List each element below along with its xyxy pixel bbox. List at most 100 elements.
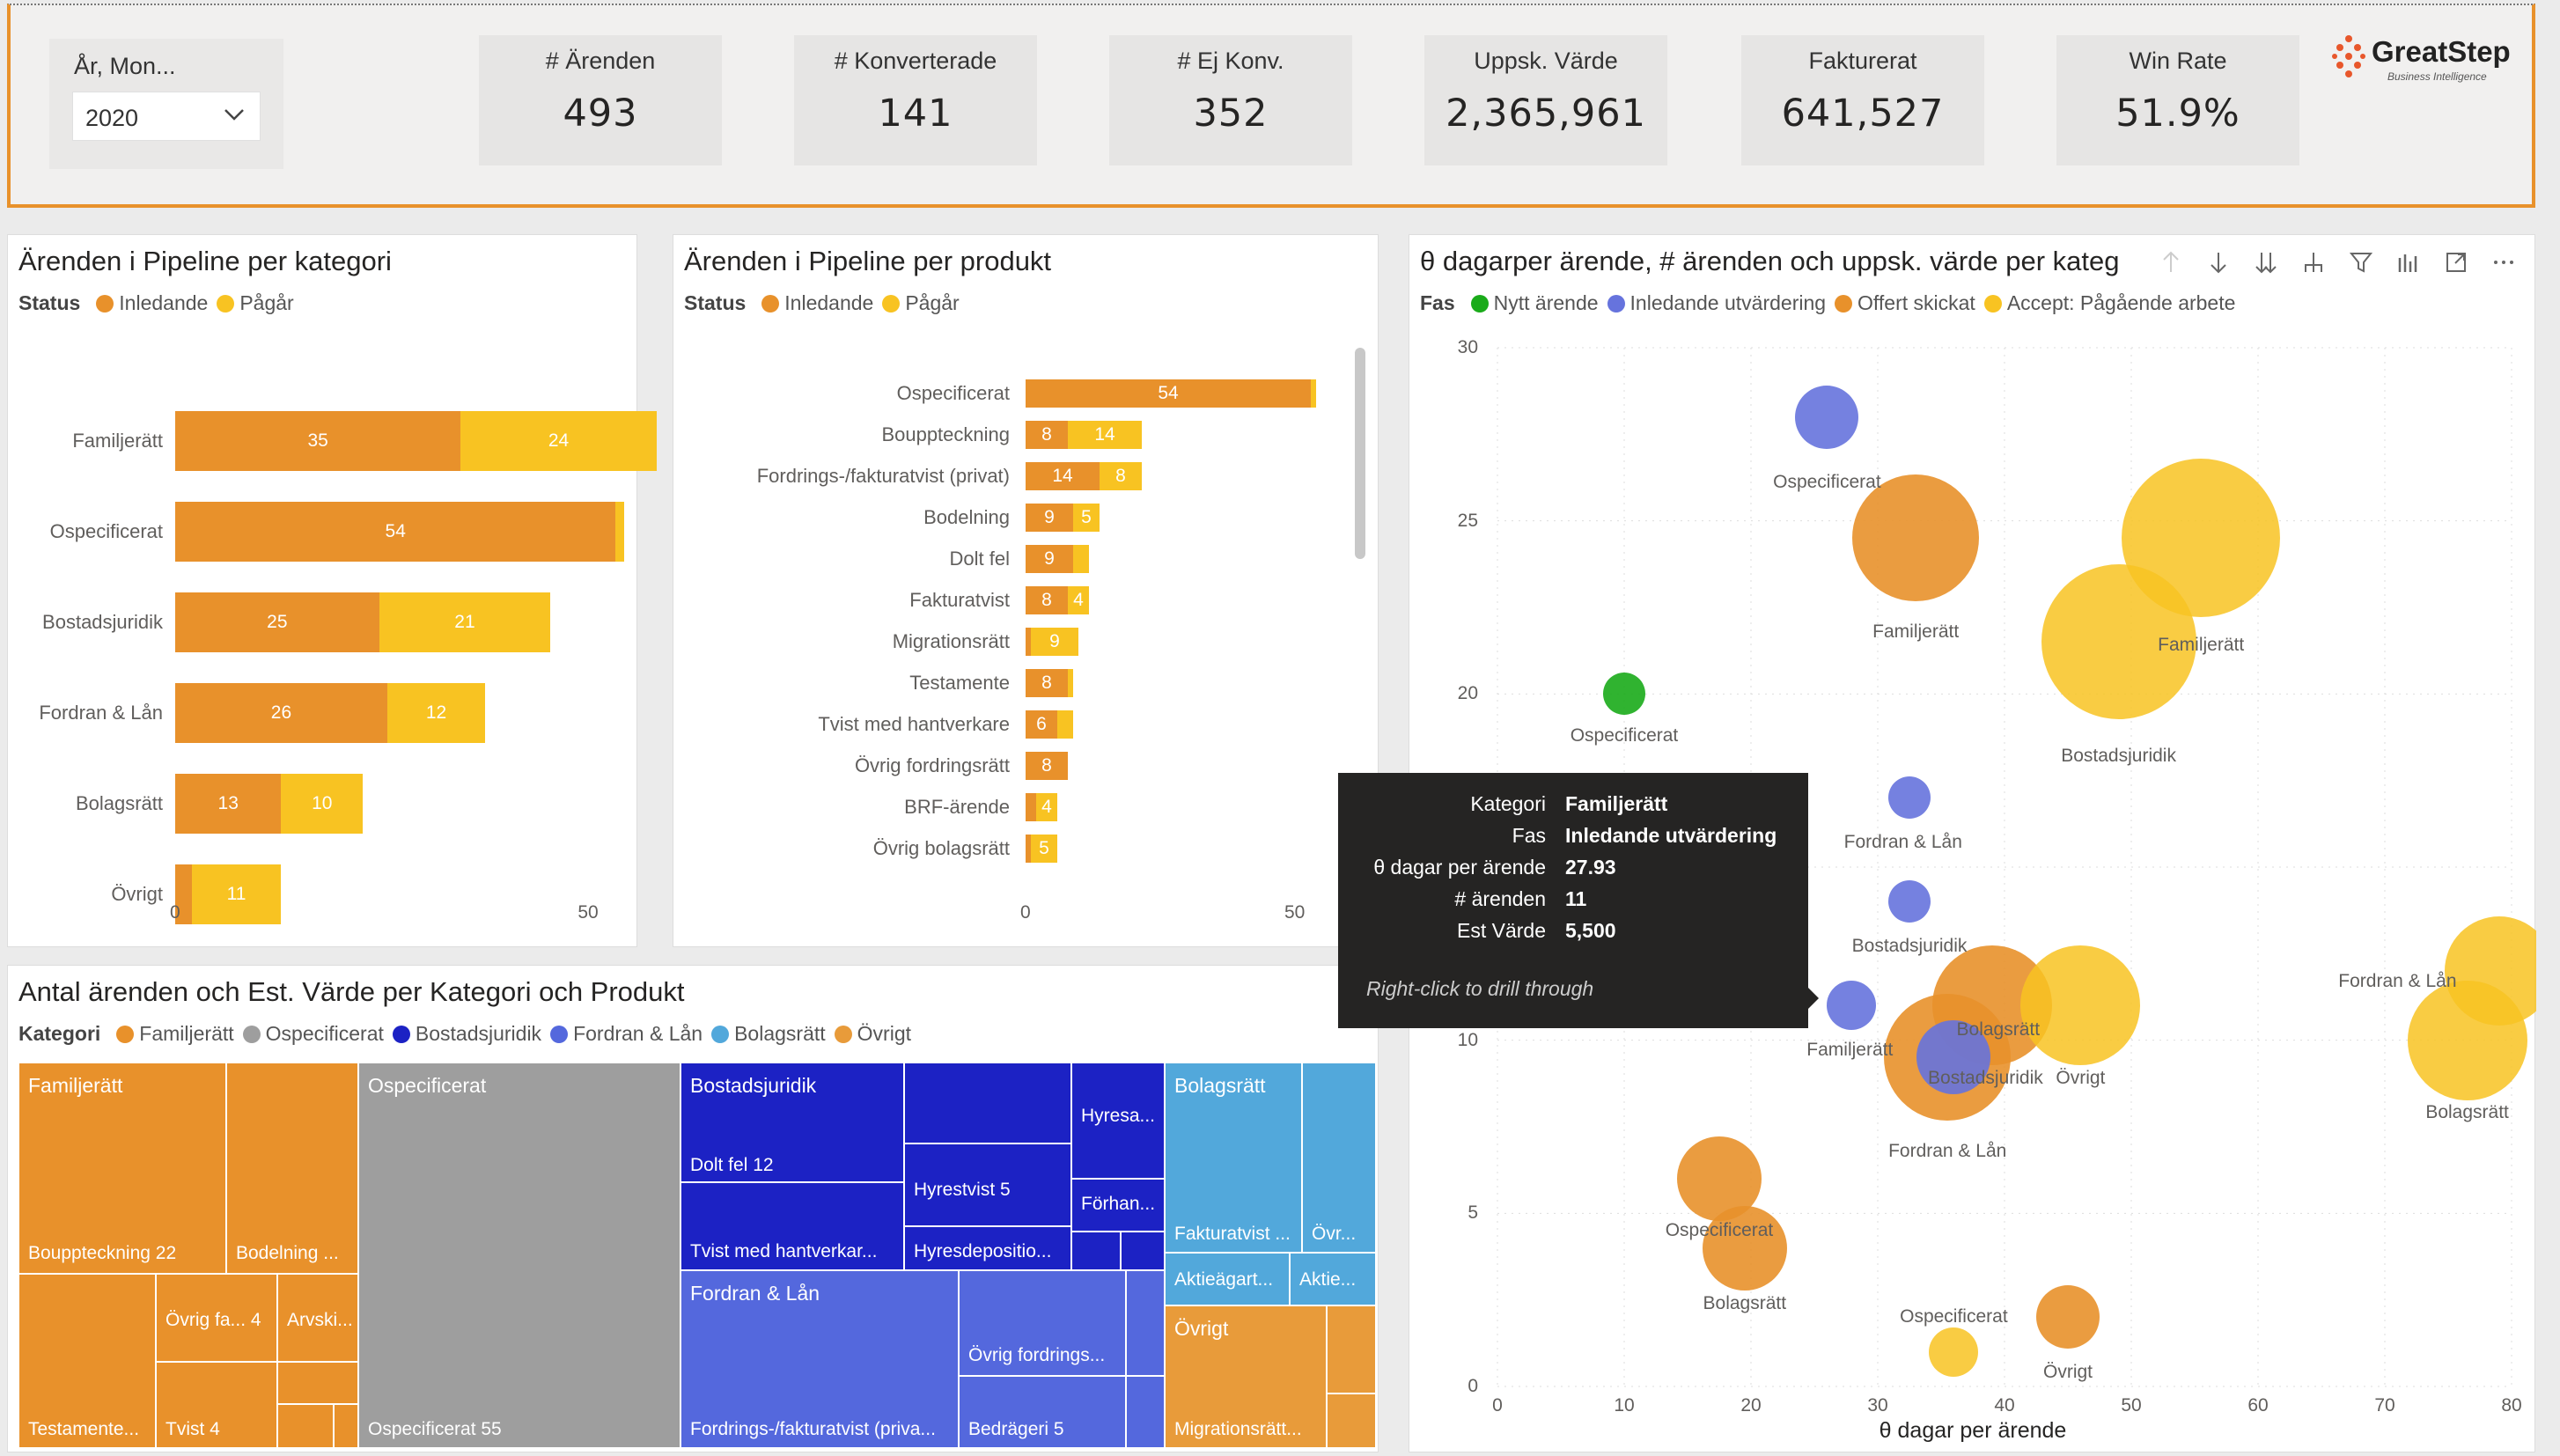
treemap-cell-bostad-small[interactable]	[904, 1063, 1071, 1143]
bar-segment[interactable]: 12	[386, 683, 486, 743]
treemap-cell-tvist[interactable]: Tvist 4	[156, 1362, 277, 1448]
legend-item-nytt-arende[interactable]: Nytt ärende	[1470, 291, 1599, 315]
treemap-cell-testamente[interactable]: Testamente...	[18, 1274, 156, 1448]
chevron-down-icon[interactable]	[221, 101, 247, 128]
bar-segment[interactable]: 24	[460, 411, 657, 471]
bar-segment[interactable]	[1026, 628, 1031, 656]
treemap-cell-tvist-hantverkare[interactable]: Tvist med hantverkar...	[680, 1182, 904, 1270]
scatter-bubble[interactable]	[1795, 385, 1859, 449]
scatter-bubble[interactable]	[1929, 1327, 1979, 1377]
drill-up-icon[interactable]	[2158, 249, 2184, 276]
treemap-cell-small[interactable]	[277, 1404, 334, 1448]
treemap-cell-bostadsjuridik-header[interactable]: Bostadsjuridik Dolt fel 12	[680, 1063, 904, 1182]
treemap-cell-arvskifte[interactable]: Arvski...	[277, 1274, 358, 1362]
filter-icon[interactable]	[2348, 249, 2374, 276]
treemap-cell-small[interactable]	[277, 1362, 358, 1404]
bar-segment[interactable]: 21	[379, 592, 551, 652]
kpi-card-arenden[interactable]: # Ärenden 493	[479, 35, 722, 165]
bar-segment[interactable]: 14	[1026, 462, 1100, 490]
expand-hierarchy-icon[interactable]	[2300, 249, 2327, 276]
bar-segment[interactable]: 54	[175, 502, 616, 562]
scatter-bubble[interactable]	[1702, 1205, 1787, 1291]
bar-segment[interactable]	[1311, 379, 1316, 408]
treemap-cell-aktieboken[interactable]: Aktie...	[1290, 1253, 1376, 1305]
treemap-cell-small[interactable]	[1327, 1393, 1376, 1448]
treemap-cell-ovrig-bolagsratt[interactable]: Övr...	[1302, 1063, 1376, 1253]
bar-segment[interactable]: 25	[175, 592, 379, 652]
chart-pipeline-per-produkt[interactable]: Ärenden i Pipeline per produkt Status In…	[673, 234, 1379, 947]
bar-segment[interactable]: 4	[1068, 586, 1089, 614]
kpi-card-uppsk-varde[interactable]: Uppsk. Värde 2,365,961	[1424, 35, 1667, 165]
scatter-bubble[interactable]	[1888, 880, 1931, 923]
scatter-bubble[interactable]	[1827, 981, 1877, 1031]
treemap-cell-bouppteckning[interactable]: Familjerätt Bouppteckning 22	[18, 1063, 226, 1274]
kpi-card-win-rate[interactable]: Win Rate 51.9%	[2056, 35, 2299, 165]
bar-segment[interactable]: 8	[1026, 421, 1068, 449]
bar-segment[interactable]: 13	[175, 774, 282, 834]
scatter-bubble[interactable]	[2407, 980, 2527, 1100]
treemap-cell-bodelning[interactable]: Bodelning ...	[226, 1063, 358, 1274]
treemap-cell-aktieagartvist[interactable]: Aktieägart...	[1165, 1253, 1290, 1305]
scatter-bubble[interactable]	[1603, 673, 1645, 716]
bar-segment[interactable]	[1057, 710, 1073, 739]
scatter-bubble[interactable]	[1888, 776, 1931, 820]
treemap-arenden-est-varde[interactable]: Antal ärenden och Est. Värde per Kategor…	[7, 965, 1379, 1452]
bar-segment[interactable]: 9	[1026, 504, 1073, 532]
treemap-cell-ovrig-familjeratt[interactable]: Övrig fa... 4	[156, 1274, 277, 1362]
treemap-cell-small[interactable]	[1121, 1232, 1165, 1270]
focus-mode-icon[interactable]	[2443, 249, 2469, 276]
legend-item-bostadsjuridik[interactable]: Bostadsjuridik	[392, 1022, 541, 1046]
vertical-scrollbar[interactable]	[1355, 348, 1365, 559]
bar-segment[interactable]: 11	[191, 864, 282, 924]
bar-segment[interactable]: 8	[1026, 752, 1068, 780]
legend-item-ovrigt[interactable]: Övrigt	[834, 1022, 911, 1046]
drill-down-icon[interactable]	[2205, 249, 2232, 276]
bar-segment[interactable]: 14	[1068, 421, 1142, 449]
scatter-bubble[interactable]	[2041, 564, 2196, 720]
bar-segment[interactable]: 8	[1100, 462, 1142, 490]
bar-segment[interactable]: 6	[1026, 710, 1057, 739]
scatter-bubble[interactable]	[1916, 1020, 1991, 1095]
legend-item-inledande-utvardering[interactable]: Inledande utvärdering	[1607, 291, 1826, 315]
bar-segment[interactable]: 5	[1073, 504, 1100, 532]
legend-item-bolagsratt[interactable]: Bolagsrätt	[711, 1022, 826, 1046]
go-to-next-level-icon[interactable]	[2253, 249, 2279, 276]
bar-segment[interactable]: 26	[175, 683, 387, 743]
legend-item-accept-pagaende[interactable]: Accept: Pågående arbete	[1983, 291, 2235, 315]
scatter-dagar-per-arende[interactable]: θ dagarper ärende, # ärenden och uppsk. …	[1409, 234, 2536, 1452]
more-options-icon[interactable]	[2490, 249, 2517, 276]
treemap-cell-ospecificerat[interactable]: Ospecificerat Ospecificerat 55	[358, 1063, 680, 1448]
bar-segment[interactable]	[1026, 793, 1036, 821]
scatter-bubble[interactable]	[2036, 1285, 2100, 1349]
bar-segment[interactable]: 9	[1031, 628, 1078, 656]
analytics-icon[interactable]	[2395, 249, 2422, 276]
bar-segment[interactable]	[175, 864, 192, 924]
treemap-cell-small[interactable]	[1126, 1270, 1165, 1376]
treemap-cell-small[interactable]	[1071, 1232, 1121, 1270]
scatter-bubble[interactable]	[2020, 945, 2141, 1066]
legend-item-familjeratt[interactable]: Familjerätt	[116, 1022, 234, 1046]
bar-segment[interactable]: 54	[1026, 379, 1311, 408]
treemap-cell-bedrageri[interactable]: Bedrägeri 5	[959, 1376, 1126, 1448]
legend-item-inledande[interactable]: Inledande	[96, 291, 208, 315]
bar-segment[interactable]	[1026, 835, 1031, 863]
treemap-cell-hyrestvist[interactable]: Hyrestvist 5	[904, 1143, 1071, 1226]
year-month-slicer[interactable]: År, Mon... 2020	[49, 39, 283, 169]
slicer-dropdown[interactable]: 2020	[72, 92, 261, 141]
bar-segment[interactable]	[1073, 545, 1089, 573]
bar-segment[interactable]: 9	[1026, 545, 1073, 573]
treemap-cell-hyresavtal[interactable]: Hyresa...	[1071, 1063, 1165, 1179]
bar-segment[interactable]	[1068, 669, 1073, 697]
bar-segment[interactable]: 5	[1031, 835, 1057, 863]
legend-item-inledande[interactable]: Inledande	[761, 291, 873, 315]
treemap-cell-ovrig-fordringsratt[interactable]: Övrig fordrings...	[959, 1270, 1126, 1376]
legend-item-pagar[interactable]: Pågår	[882, 291, 960, 315]
kpi-card-ej-konv[interactable]: # Ej Konv. 352	[1109, 35, 1352, 165]
kpi-card-fakturerat[interactable]: Fakturerat 641,527	[1741, 35, 1984, 165]
treemap-cell-small[interactable]	[1126, 1376, 1165, 1448]
kpi-card-konverterade[interactable]: # Konverterade 141	[794, 35, 1037, 165]
bar-segment[interactable]: 10	[281, 774, 364, 834]
treemap-cell-fordringstvist[interactable]: Fordran & Lån Fordrings-/fakturatvist (p…	[680, 1270, 959, 1448]
bar-segment[interactable]: 8	[1026, 586, 1068, 614]
treemap-cell-fakturatvist[interactable]: Bolagsrätt Fakturatvist ...	[1165, 1063, 1302, 1253]
